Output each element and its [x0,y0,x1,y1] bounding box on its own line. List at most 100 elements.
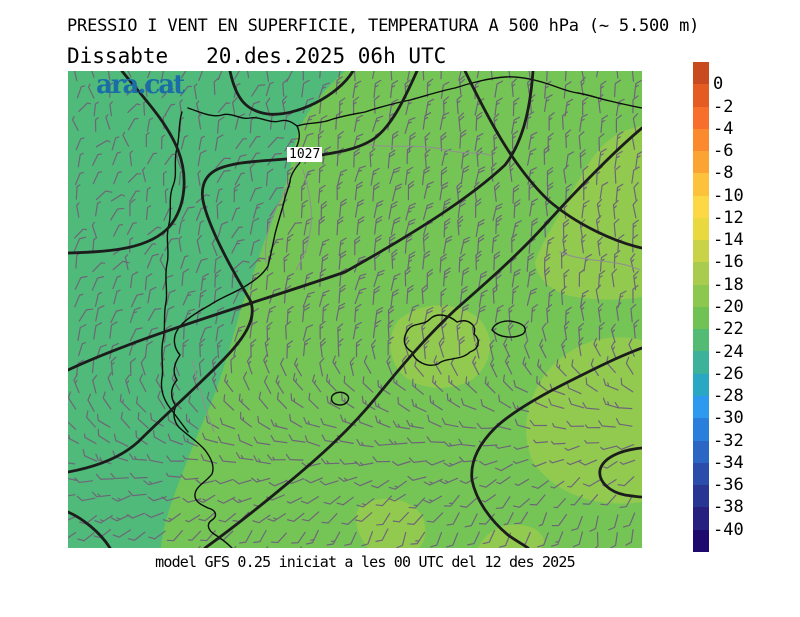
wind-barb [389,166,401,185]
wind-barb [464,513,478,528]
wind-barb [397,396,410,412]
wind-barb [526,111,535,130]
wind-barb [94,117,99,132]
wind-barb [91,276,105,291]
colorbar-segment [693,329,709,352]
colorbar-segment [693,485,709,508]
colorbar-segment [693,351,709,374]
wind-barb [578,459,598,466]
wind-barb [512,498,531,508]
wind-barb [478,289,488,308]
wind-barb [145,186,151,202]
colorbar-segment [693,284,709,307]
wind-barb [603,460,618,469]
wind-barb [456,321,463,341]
colorbar-tick-label: -16 [713,252,744,273]
wind-barb [478,271,488,290]
wind-barb [161,88,174,99]
wind-barb [129,327,143,342]
wind-barb [301,182,308,202]
wind-barb [633,182,639,201]
wind-barb [162,170,167,187]
wind-barb [321,513,338,524]
wind-barb [560,286,567,305]
wind-barb [135,430,148,445]
wind-barb [572,531,584,548]
wind-barb [181,206,195,220]
wind-barb [615,114,623,133]
wind-barb [579,113,588,132]
colorbar-segment [693,106,709,129]
wind-barb [423,181,434,199]
wind-barb [182,434,198,447]
wind-barb [326,531,341,546]
wind-barb [490,162,497,182]
wind-barb [422,71,429,81]
wind-barb [317,130,324,150]
wind-barb [195,100,201,117]
wind-barb [122,131,130,147]
wind-barb [197,149,207,167]
wind-barb [373,95,380,114]
wind-barb [319,357,325,377]
wind-barb [198,135,206,151]
colorbar-tick-label: -34 [713,452,744,473]
wind-barb [301,511,320,522]
wind-barb [356,216,365,236]
wind-barb [338,476,358,482]
wind-barb [249,217,260,235]
wind-barb [489,339,495,359]
wind-barb [546,71,554,82]
wind-barb [157,390,166,410]
wind-barb [529,494,546,506]
wind-barb [336,169,348,187]
colorbar-segment [693,440,709,463]
wind-barb [281,95,288,115]
wind-barb [441,417,459,428]
wind-barb [511,233,518,253]
wind-barb [512,184,520,204]
wind-barb [182,290,196,306]
page-title: PRESSIO I VENT EN SUPERFICIE, TEMPERATUR… [67,16,700,36]
wind-barb [93,101,99,117]
wind-barb [495,214,503,235]
wind-barb [353,71,360,82]
wind-barb [598,322,606,341]
wind-barb [396,531,407,548]
wind-barb [199,338,206,358]
wind-barb [73,71,78,82]
wind-barb [531,461,547,468]
wind-barb [614,150,623,169]
wind-barb [93,322,103,340]
wind-barb [531,480,549,489]
wind-barb [538,512,548,527]
wind-barb [457,215,464,236]
colorbar-tick-label: -4 [713,118,734,139]
wind-barb [337,323,344,343]
wind-barb [97,428,111,444]
wind-barb [512,459,529,465]
wind-barb [390,289,399,308]
wind-barb [353,114,364,132]
wind-barb [120,411,131,429]
wind-barb [231,207,241,221]
wind-barb [426,512,444,523]
wind-barb [597,303,604,323]
wind-barb [85,410,96,428]
wind-barb [198,289,207,308]
wind-barb [481,494,497,503]
wind-barb [494,304,504,323]
wind-barb [197,113,202,130]
colorbar-tick-label: -36 [713,475,744,496]
colorbar-tick-label: -26 [713,363,744,384]
wind-barb [374,439,393,446]
wind-barb [319,480,339,486]
wind-barb [440,288,447,308]
wind-barb [446,532,459,548]
wind-barb [147,308,162,321]
wind-barb [73,228,88,239]
wind-barb [338,250,347,270]
wind-barb [287,512,305,522]
wind-barb [197,220,204,236]
wind-barb [372,71,382,80]
